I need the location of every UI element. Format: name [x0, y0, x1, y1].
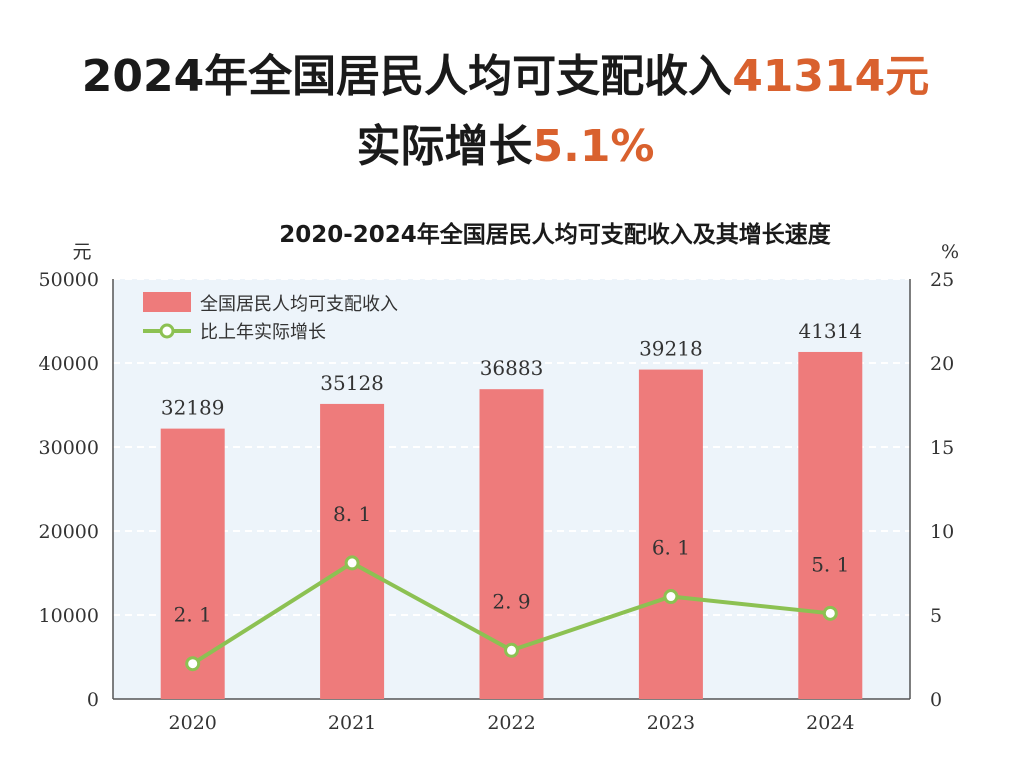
- y-left-tick-label: 10000: [39, 605, 99, 627]
- bar-2024: [798, 351, 863, 699]
- growth-point-2020: [185, 656, 201, 672]
- y-left-tick-label: 40000: [39, 353, 99, 375]
- y-right-tick-label: 10: [930, 521, 954, 543]
- x-tick-label: 2023: [647, 712, 695, 734]
- bar-value-label: 35128: [320, 371, 384, 395]
- legend-bar-swatch: [143, 292, 191, 312]
- y-right-tick-label: 20: [930, 353, 954, 375]
- headline-income-value: 41314元: [732, 51, 930, 102]
- growth-value-label: 5. 1: [811, 552, 849, 576]
- headline-growth-value: 5.1%: [532, 121, 655, 172]
- headline-growth-label: 实际增长: [356, 121, 533, 172]
- bar-2021: [320, 403, 385, 699]
- growth-point-2022: [504, 642, 519, 658]
- legend-line-marker: [159, 323, 175, 339]
- y-left-unit-label: 元: [72, 241, 91, 263]
- chart-title: 2020-2024年全国居民人均可支配收入及其增长速度: [279, 221, 832, 248]
- y-right-tick-label: 5: [930, 605, 942, 627]
- headline-line-1: 2024年全国居民人均可支配收入41314元: [0, 40, 1011, 104]
- bar-value-label: 41314: [798, 319, 862, 343]
- headline-income-label: 2024年全国居民人均可支配收入: [81, 51, 733, 102]
- growth-value-label: 8. 1: [333, 502, 371, 526]
- headline-line-2: 实际增长5.1%: [0, 110, 1011, 174]
- y-right-tick-label: 25: [930, 269, 954, 291]
- bar-value-label: 36883: [480, 356, 544, 380]
- x-tick-label: 2020: [169, 712, 217, 734]
- y-left-tick-label: 50000: [39, 269, 99, 291]
- y-right-tick-label: 15: [930, 437, 954, 459]
- y-left-tick-label: 0: [87, 689, 99, 711]
- y-left-tick-label: 20000: [39, 521, 99, 543]
- x-tick-label: 2022: [487, 712, 535, 734]
- growth-value-label: 6. 1: [652, 536, 690, 560]
- growth-value-label: 2. 9: [492, 589, 530, 613]
- x-tick-label: 2021: [328, 712, 376, 734]
- legend-bar-label: 全国居民人均可支配收入: [200, 294, 398, 315]
- bar-2020: [160, 428, 225, 699]
- growth-point-2021: [344, 555, 360, 571]
- growth-point-2024: [822, 605, 838, 621]
- y-right-tick-label: 0: [930, 689, 942, 711]
- growth-value-label: 2. 1: [174, 603, 212, 627]
- growth-point-2023: [663, 589, 679, 605]
- y-right-unit-label: %: [941, 241, 959, 263]
- y-left-tick-label: 30000: [39, 437, 99, 459]
- legend-line-label: 比上年实际增长: [200, 322, 326, 343]
- x-tick-label: 2024: [806, 712, 854, 734]
- bar-value-label: 32189: [161, 396, 225, 420]
- bar-value-label: 39218: [639, 337, 703, 361]
- bar-2023: [638, 369, 703, 699]
